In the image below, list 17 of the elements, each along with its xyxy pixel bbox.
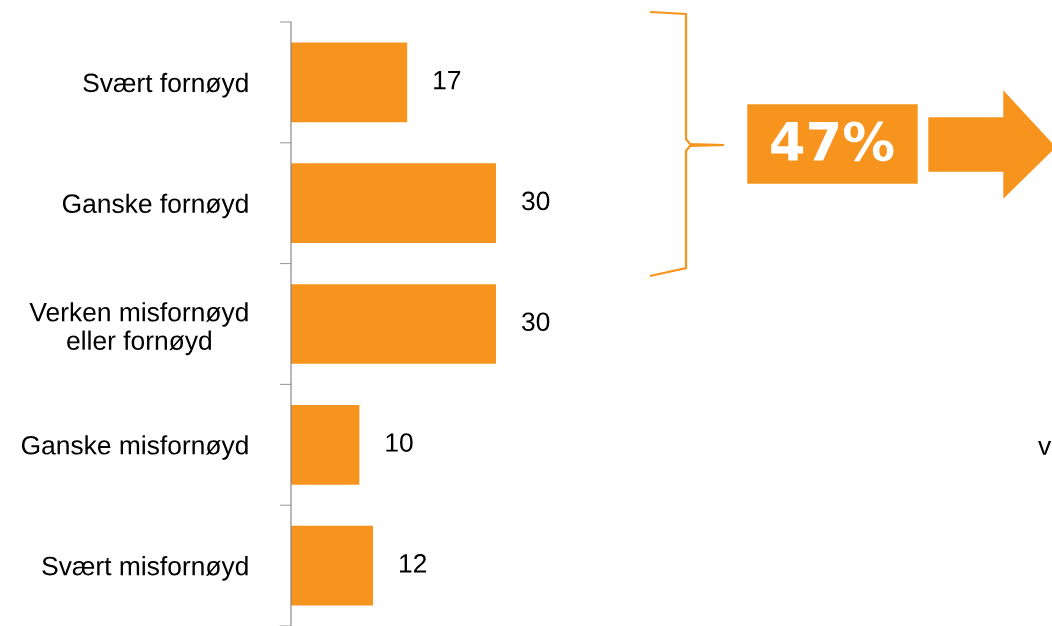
bar	[291, 404, 360, 485]
bar	[291, 42, 408, 123]
y-tick-label: Ganske misfornøyd	[21, 435, 248, 460]
y-tick-label: Svært misfornøyd	[42, 556, 248, 581]
y-tick-label: Verken misfornøyd eller fornøyd	[29, 302, 248, 356]
bar	[291, 525, 373, 606]
bar	[291, 284, 496, 364]
text: 47%	[771, 121, 894, 162]
data-label: 17	[434, 71, 461, 90]
bar	[291, 163, 496, 244]
data-label: 30	[522, 191, 550, 211]
data-label: 30	[522, 312, 550, 332]
y-tick-label: Ganske fornøyd	[62, 193, 248, 219]
data-label: 10	[386, 433, 413, 452]
y-tick-label: Svært fornøyd	[83, 72, 248, 98]
data-label: 12	[400, 554, 427, 573]
text: v	[1038, 440, 1052, 455]
